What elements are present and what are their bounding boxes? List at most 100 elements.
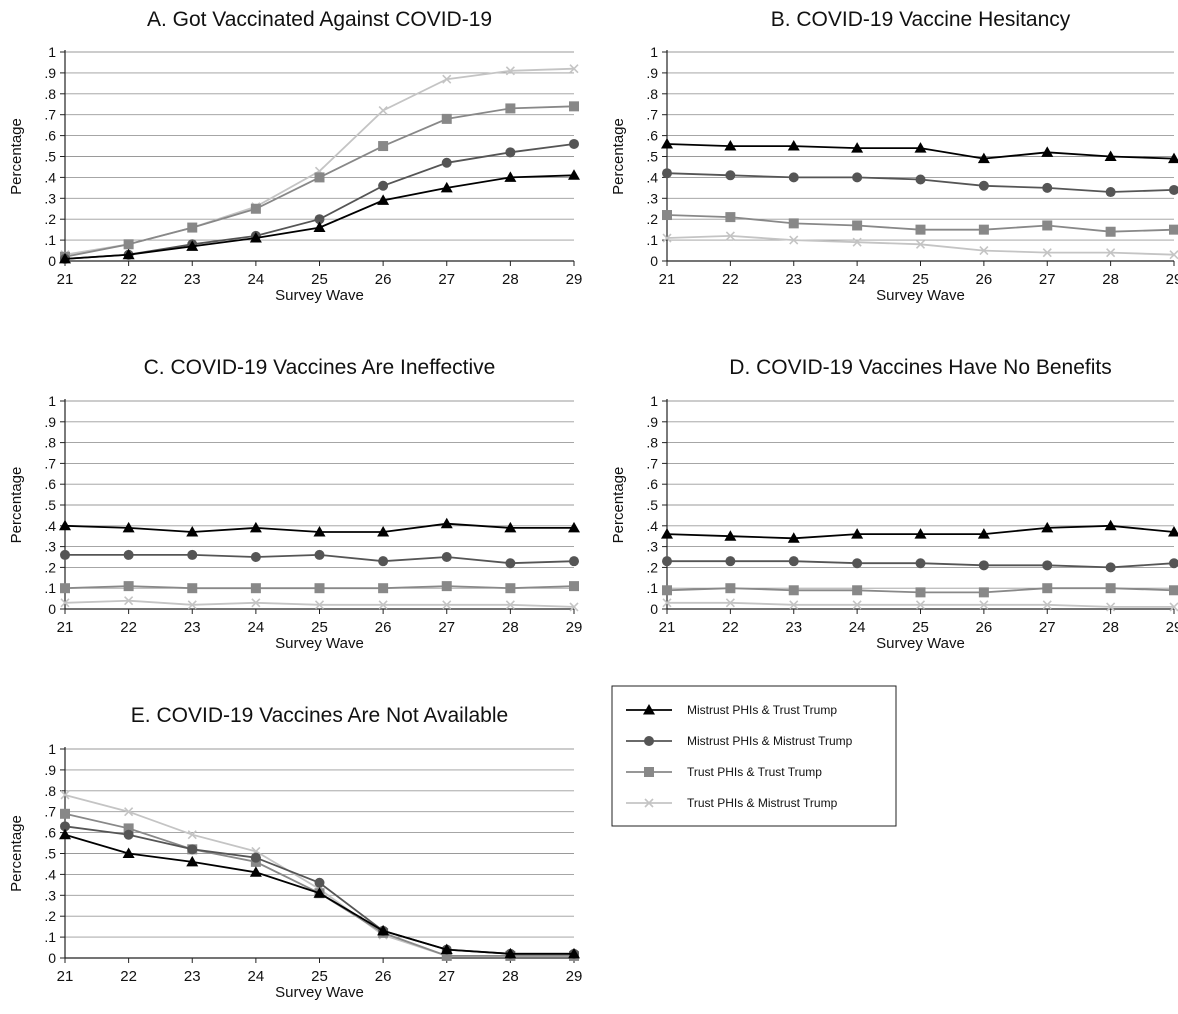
- x-tick-label: 27: [438, 619, 455, 636]
- y-tick-label: .6: [44, 476, 56, 492]
- legend-marker: [644, 736, 654, 746]
- data-point: [852, 585, 863, 596]
- data-point: [187, 844, 198, 855]
- data-point: [377, 526, 390, 537]
- data-point: [1106, 602, 1116, 612]
- y-tick-label: 1: [48, 44, 56, 60]
- x-tick-label: 28: [502, 968, 519, 985]
- data-point: [788, 218, 799, 229]
- marker-stroke: [505, 66, 515, 76]
- data-point: [440, 517, 453, 529]
- x-tick-label: 29: [1166, 271, 1178, 288]
- y-tick-label: .3: [44, 539, 56, 555]
- data-point: [250, 552, 261, 562]
- data-point: [378, 600, 388, 610]
- data-point: [440, 181, 453, 193]
- marker-stroke: [569, 602, 579, 612]
- data-point: [915, 224, 926, 235]
- data-point: [314, 877, 325, 888]
- legend-label: Trust PHIs & Trust Trump: [687, 765, 822, 779]
- data-point: [725, 170, 736, 181]
- data-point: [314, 549, 325, 560]
- marker-stroke: [378, 105, 388, 116]
- y-tick-label: .6: [646, 128, 658, 144]
- marker-stroke: [1042, 600, 1052, 610]
- chart-panel-4: D. COVID-19 Vaccines Have No Benefits 0 .1…: [610, 356, 1178, 652]
- marker-stroke: [725, 598, 735, 608]
- series-2: [60, 549, 579, 569]
- series-3: [60, 101, 579, 262]
- data-point: [504, 521, 517, 533]
- data-point: [568, 521, 580, 533]
- x-tick-label: 25: [912, 271, 929, 288]
- data-point: [314, 172, 325, 183]
- data-point: [568, 169, 580, 180]
- data-point: [569, 602, 579, 612]
- data-point: [186, 240, 199, 251]
- data-point: [978, 587, 989, 598]
- data-point: [569, 64, 579, 74]
- x-tick-label: 27: [1039, 619, 1056, 636]
- y-tick-label: .2: [44, 211, 56, 227]
- x-tick-label: 21: [57, 271, 74, 288]
- data-point: [504, 947, 517, 959]
- data-point: [124, 596, 134, 606]
- y-tick-label: .9: [646, 414, 658, 430]
- y-tick-label: .7: [646, 107, 658, 123]
- data-point: [788, 172, 799, 183]
- data-point: [914, 528, 927, 539]
- data-point: [123, 549, 134, 560]
- data-point: [979, 600, 989, 610]
- chart-panel-2: B. COVID-19 Vaccine Hesitancy 0 .1 .2 .3 .4 .5…: [610, 8, 1178, 304]
- marker-stroke: [60, 790, 70, 800]
- x-tick-label: 26: [375, 271, 392, 288]
- data-point: [1104, 150, 1117, 161]
- x-tick-label: 22: [120, 619, 137, 636]
- data-point: [789, 600, 799, 610]
- y-axis-label: Percentage: [8, 467, 25, 544]
- data-point: [915, 600, 926, 610]
- x-tick-label: 21: [659, 271, 676, 288]
- data-point: [442, 600, 452, 610]
- data-point: [123, 581, 134, 592]
- chart-panel-1: A. Got Vaccinated Against COVID-19 0 .1 .2.…: [8, 8, 582, 304]
- data-point: [789, 235, 799, 245]
- chart-panel-5: E. COVID-19 Vaccines Are Not Available 0.…: [8, 704, 582, 1001]
- data-point: [787, 532, 800, 543]
- data-point: [979, 245, 989, 256]
- x-tick-label: 22: [722, 271, 739, 288]
- x-tick-label: 23: [785, 619, 802, 636]
- data-point: [187, 830, 197, 840]
- marker-stroke: [378, 600, 388, 610]
- y-tick-label: .5: [44, 846, 56, 862]
- data-point: [123, 239, 134, 250]
- series-4: [662, 598, 1178, 612]
- data-point: [187, 549, 198, 560]
- series-3: [662, 583, 1178, 598]
- data-point: [1042, 600, 1052, 610]
- x-tick-label: 24: [849, 619, 866, 636]
- data-point: [187, 600, 197, 610]
- y-tick-label: 1: [650, 44, 658, 60]
- data-point: [568, 947, 580, 959]
- y-tick-label: 0: [650, 253, 658, 269]
- y-tick-label: .2: [44, 559, 56, 575]
- x-tick-label: 23: [184, 271, 201, 288]
- y-tick-label: .7: [646, 455, 658, 471]
- data-point: [1042, 560, 1053, 571]
- data-point: [378, 556, 389, 567]
- data-point: [852, 558, 863, 569]
- data-point: [122, 847, 135, 858]
- x-tick-label: 24: [849, 271, 866, 288]
- data-point: [313, 221, 326, 233]
- y-tick-label: 1: [48, 741, 56, 757]
- legend: Mistrust PHIs & Trust Trump Mistrust PHIs…: [611, 685, 897, 827]
- y-tick-label: .5: [646, 149, 658, 165]
- y-tick-label: .1: [646, 580, 658, 596]
- data-point: [569, 581, 579, 592]
- x-tick-label: 27: [438, 968, 455, 985]
- y-tick-label: .6: [646, 476, 658, 492]
- marker-stroke: [187, 830, 197, 840]
- chart-title: C. COVID-19 Vaccines Are Ineffective: [144, 356, 496, 379]
- y-tick-label: .7: [44, 107, 56, 123]
